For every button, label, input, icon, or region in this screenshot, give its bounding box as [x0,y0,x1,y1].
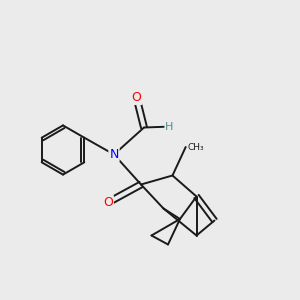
Text: CH₃: CH₃ [187,142,204,152]
Text: O: O [132,91,141,104]
Text: N: N [109,148,119,161]
Text: H: H [165,122,174,132]
Text: O: O [103,196,113,209]
